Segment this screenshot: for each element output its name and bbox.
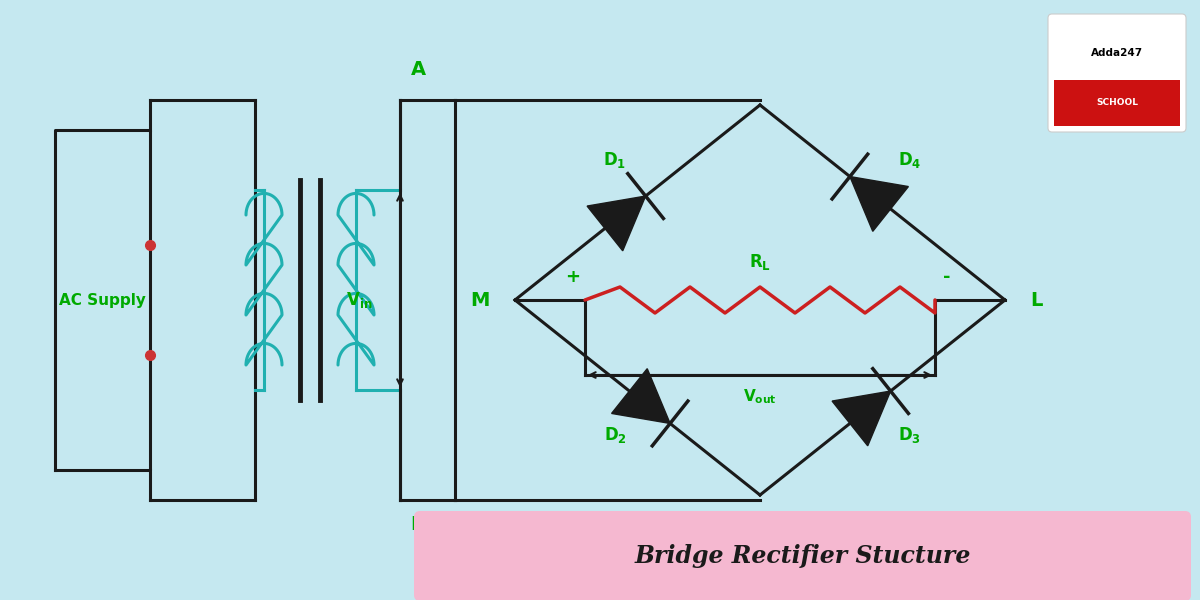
Text: $\mathbf{D_1}$: $\mathbf{D_1}$: [604, 150, 626, 170]
Text: Bridge Rectifier Stucture: Bridge Rectifier Stucture: [635, 544, 971, 568]
FancyBboxPatch shape: [1048, 14, 1186, 132]
Text: L: L: [1030, 290, 1043, 310]
Text: $\mathbf{D_2}$: $\mathbf{D_2}$: [604, 425, 626, 445]
Text: M: M: [470, 290, 490, 310]
Text: $\mathbf{D_3}$: $\mathbf{D_3}$: [899, 425, 922, 445]
Text: SCHOOL: SCHOOL: [1096, 98, 1138, 107]
Polygon shape: [832, 391, 890, 446]
Text: $\mathbf{D_4}$: $\mathbf{D_4}$: [899, 150, 922, 170]
Polygon shape: [850, 176, 908, 232]
Text: +: +: [565, 268, 581, 286]
Text: $\mathbf{V_{in}}$: $\mathbf{V_{in}}$: [346, 290, 372, 310]
Polygon shape: [587, 196, 646, 251]
Text: $\mathbf{V_{out}}$: $\mathbf{V_{out}}$: [743, 388, 776, 406]
FancyBboxPatch shape: [414, 511, 1190, 600]
Text: AC Supply: AC Supply: [59, 292, 146, 307]
Text: -: -: [943, 268, 950, 286]
Text: B: B: [410, 515, 425, 534]
Text: A: A: [410, 60, 426, 79]
Bar: [1054, 80, 1180, 126]
Text: Adda247: Adda247: [1091, 48, 1144, 58]
Text: $\mathbf{R_L}$: $\mathbf{R_L}$: [749, 252, 772, 272]
Polygon shape: [612, 368, 670, 424]
